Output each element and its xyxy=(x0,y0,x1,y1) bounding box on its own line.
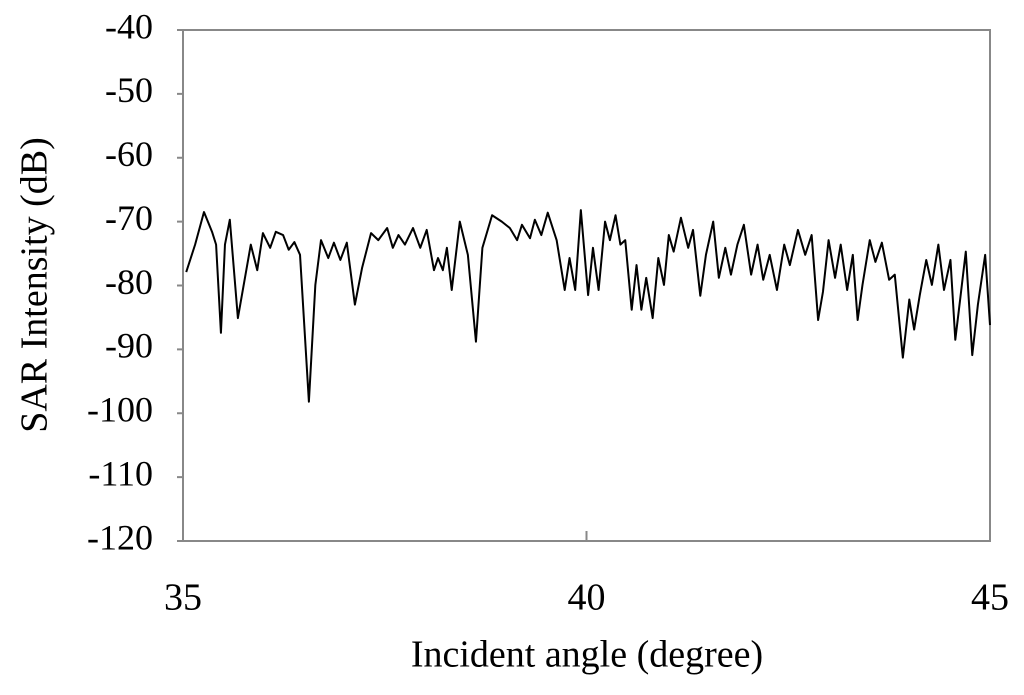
y-tick-label: -100 xyxy=(87,390,153,430)
x-tick-label: 45 xyxy=(971,577,1009,619)
y-tick-label: -60 xyxy=(105,134,153,174)
x-axis-label: Incident angle (degree) xyxy=(411,634,763,676)
y-tick-label: -90 xyxy=(105,326,153,366)
y-tick-label: -110 xyxy=(88,453,153,493)
y-tick-label: -80 xyxy=(105,262,153,302)
data-line xyxy=(185,209,991,403)
x-tick-label: 40 xyxy=(568,577,606,619)
x-tick-label: 35 xyxy=(164,577,202,619)
y-axis-label: SAR Intensity (dB) xyxy=(14,137,56,433)
y-tick-label: -50 xyxy=(105,70,153,110)
y-tick-label: -70 xyxy=(105,198,153,238)
y-tick-label: -40 xyxy=(105,6,153,46)
y-tick-label: -120 xyxy=(87,517,153,557)
